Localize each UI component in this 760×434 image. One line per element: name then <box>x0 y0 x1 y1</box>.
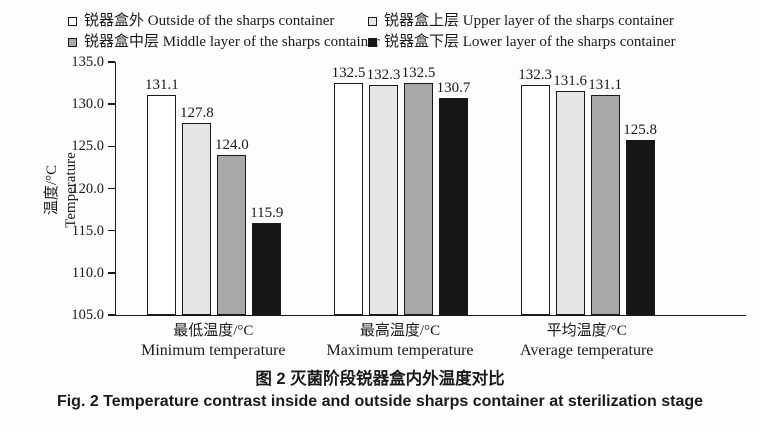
x-label-en: Maximum temperature <box>326 342 474 359</box>
bar-value-label: 127.8 <box>179 104 214 121</box>
bar-rect <box>625 139 655 315</box>
bar-value-label: 132.3 <box>366 66 401 83</box>
y-tick-label: 105.0 <box>71 307 104 323</box>
legend-marker-icon <box>368 16 377 26</box>
bar-value-label: 130.7 <box>436 80 471 97</box>
bar-rect <box>182 122 212 315</box>
figure-caption-en: Fig. 2 Temperature contrast inside and o… <box>56 393 704 410</box>
x-label-zh: 平均温度/°C <box>546 323 627 339</box>
x-axis-labels: 最低温度/°C Minimum temperature 最高温度/°C Maximum… <box>115 322 745 361</box>
bar-value-label: 131.6 <box>553 72 588 89</box>
figure-caption: 图 2 灭菌阶段锐器盒内外温度对比 Fig. 2 Temperature con… <box>0 368 760 414</box>
bar-2: 124.0 <box>215 137 249 315</box>
chart-legend: 锐器盒外 Outside of the sharps container 锐器盒上… <box>68 12 676 51</box>
bar-rect <box>404 83 433 315</box>
bars-row: 131.1 127.8 124.0 115.9 132.5 132.3 132.5 130.7… <box>116 62 746 315</box>
bar-0: 132.3 <box>518 67 552 315</box>
legend-label: 锐器盒中层 Middle layer of the sharps contain… <box>84 34 380 50</box>
bar-rect <box>147 94 177 315</box>
legend-marker-icon <box>68 37 77 47</box>
y-tick-mark <box>108 229 115 232</box>
bar-3: 130.7 <box>437 80 470 315</box>
figure-caption-zh: 图 2 灭菌阶段锐器盒内外温度对比 <box>255 370 505 388</box>
bar-0: 131.1 <box>145 77 179 315</box>
x-label-0: 最低温度/°C Minimum temperature <box>120 322 307 361</box>
x-label-1: 最高温度/°C Maximum temperature <box>307 322 494 361</box>
y-tick-mark <box>108 272 115 274</box>
bar-1: 131.6 <box>553 73 587 315</box>
bar-value-label: 131.1 <box>588 76 623 93</box>
x-label-en: Minimum temperature <box>141 342 286 359</box>
bar-rect <box>555 90 585 315</box>
bar-1: 127.8 <box>180 105 214 315</box>
y-tick-mark <box>108 187 115 190</box>
bar-rect <box>590 94 620 315</box>
bar-3: 125.8 <box>623 122 657 315</box>
bar-value-label: 115.9 <box>250 205 284 222</box>
y-tick-label: 135.0 <box>71 54 104 70</box>
y-tick-label: 130.0 <box>71 96 104 113</box>
bar-group-1: 132.5 132.3 132.5 130.7 <box>308 62 495 315</box>
legend-item-3: 锐器盒下层 Lower layer of the sharps containe… <box>368 33 676 51</box>
y-tick-mark <box>108 145 115 148</box>
bar-value-label: 132.5 <box>401 65 436 82</box>
y-tick-mark <box>108 61 115 63</box>
bar-group-0: 131.1 127.8 124.0 115.9 <box>121 62 308 315</box>
bar-value-label: 125.8 <box>623 121 658 138</box>
y-tick-label: 115.0 <box>71 222 104 239</box>
legend-item-0: 锐器盒外 Outside of the sharps container <box>68 12 368 30</box>
legend-item-1: 锐器盒上层 Upper layer of the sharps containe… <box>368 12 676 30</box>
bar-rect <box>520 84 550 315</box>
legend-label: 锐器盒下层 Lower layer of the sharps containe… <box>384 34 676 50</box>
bar-value-label: 132.3 <box>518 66 553 83</box>
y-tick-mark <box>108 314 115 316</box>
bar-value-label: 131.1 <box>144 76 179 93</box>
bar-rect <box>439 98 468 315</box>
bar-2: 132.5 <box>402 65 435 315</box>
y-tick-label: 120.0 <box>71 180 104 197</box>
x-label-zh: 最低温度/°C <box>173 323 254 339</box>
y-tick-mark <box>108 103 115 105</box>
bar-0: 132.5 <box>332 65 365 315</box>
bar-value-label: 124.0 <box>214 136 249 153</box>
bar-2: 131.1 <box>588 77 622 315</box>
bar-1: 132.3 <box>367 67 400 315</box>
bar-3: 115.9 <box>250 205 283 315</box>
legend-item-2: 锐器盒中层 Middle layer of the sharps contain… <box>68 33 380 51</box>
legend-label: 锐器盒外 Outside of the sharps container <box>84 13 335 29</box>
bar-rect <box>252 223 282 315</box>
x-label-zh: 最高温度/°C <box>359 323 441 339</box>
plot-area: 131.1 127.8 124.0 115.9 132.5 132.3 132.5 130.7… <box>71 54 746 323</box>
legend-marker-icon <box>368 37 377 47</box>
bar-rect <box>217 154 247 315</box>
y-tick-label: 110.0 <box>71 264 104 281</box>
x-label-en: Average temperature <box>519 342 654 359</box>
bar-value-label: 132.5 <box>331 65 366 82</box>
y-tick-label: 125.0 <box>71 138 104 155</box>
legend-label: 锐器盒上层 Upper layer of the sharps containe… <box>384 13 674 29</box>
bar-rect <box>369 84 398 315</box>
x-label-2: 平均温度/°C Average temperature <box>493 322 680 361</box>
legend-marker-icon <box>68 16 77 26</box>
bar-group-2: 132.3 131.6 131.1 125.8 <box>494 62 681 315</box>
bar-rect <box>334 83 363 315</box>
